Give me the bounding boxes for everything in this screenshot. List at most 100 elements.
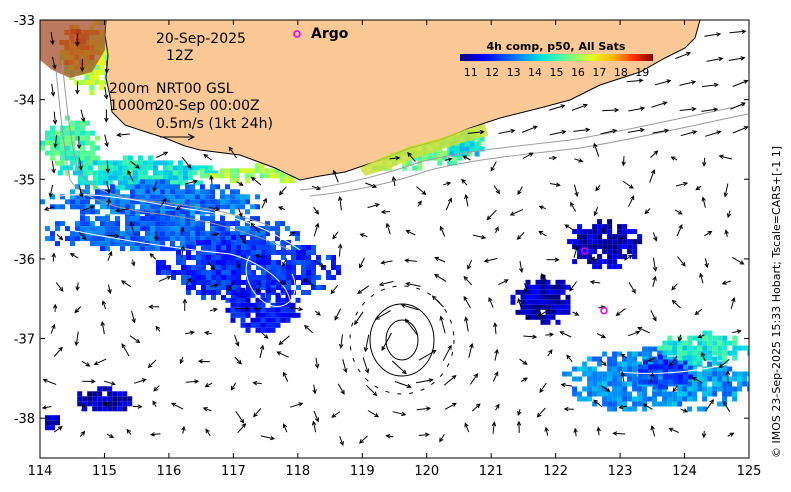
sst-pixel (65, 115, 70, 121)
sst-pixel (50, 150, 55, 156)
sst-pixel (732, 335, 738, 341)
sst-pixel (250, 302, 256, 308)
sst-pixel (165, 199, 170, 205)
sst-pixel (245, 194, 250, 200)
sst-pixel (525, 284, 531, 290)
current-arrow (261, 332, 269, 339)
sst-pixel (295, 312, 301, 318)
sst-pixel (206, 240, 211, 245)
sst-pixel (722, 391, 728, 397)
sst-pixel (115, 194, 120, 200)
sst-pixel (637, 401, 643, 407)
sst-pixel (279, 178, 285, 184)
current-arrow (209, 174, 214, 185)
sst-pixel (306, 260, 311, 265)
sst-pixel (105, 221, 110, 227)
sst-pixel (545, 314, 551, 320)
sst-pixel (165, 194, 170, 200)
sst-pixel (200, 231, 205, 237)
sst-pixel (560, 299, 566, 305)
sst-pixel (55, 130, 60, 136)
sst-pixel (105, 246, 110, 252)
sst-pixel (160, 221, 165, 227)
sst-pixel (80, 125, 85, 131)
current-arrow (48, 184, 54, 198)
sst-pixel (587, 229, 593, 235)
sst-pixel (219, 168, 225, 174)
sst-pixel (206, 245, 211, 250)
current-arrow (600, 128, 618, 135)
sst-pixel (200, 236, 205, 242)
sst-pixel (474, 151, 480, 157)
sst-pixel (622, 239, 628, 245)
current-arrow (593, 142, 600, 157)
sst-pixel (617, 264, 623, 270)
sst-pixel (250, 226, 255, 232)
sst-pixel (250, 236, 255, 242)
sst-pixel (162, 175, 168, 181)
sst-pixel (550, 304, 556, 310)
sst-pixel (296, 250, 301, 255)
sst-pixel (246, 275, 251, 280)
sst-pixel (301, 255, 306, 260)
sst-pixel (195, 231, 200, 237)
sst-pixel (597, 371, 603, 377)
current-arrow (101, 300, 107, 310)
current-arrow (468, 342, 474, 358)
current-arrow (545, 332, 555, 337)
sst-pixel (617, 396, 623, 402)
sst-pixel (155, 241, 160, 247)
sst-pixel (201, 265, 206, 270)
sst-pixel (261, 255, 266, 260)
current-arrow (391, 360, 407, 375)
sst-pixel (525, 314, 531, 320)
sst-pixel (687, 406, 693, 412)
sst-pixel (577, 224, 583, 230)
sst-pixel (270, 302, 276, 308)
current-arrow (106, 433, 115, 438)
sst-pixel (70, 194, 75, 200)
sst-pixel (520, 309, 526, 315)
sst-pixel (120, 246, 125, 252)
current-arrow (50, 323, 56, 334)
sst-pixel (245, 327, 251, 333)
sst-pixel (747, 381, 749, 387)
current-arrow (126, 428, 132, 435)
sst-pixel (692, 386, 698, 392)
current-arrow (234, 356, 242, 365)
sst-pixel (75, 194, 80, 200)
sst-pixel (115, 221, 120, 227)
current-arrow (203, 330, 212, 336)
sst-pixel (226, 265, 231, 270)
sst-pixel (535, 309, 541, 315)
sst-pixel (45, 415, 50, 421)
sst-pixel (592, 224, 598, 230)
sst-pixel (185, 236, 190, 242)
sst-pixel (577, 234, 583, 240)
sst-pixel (120, 199, 125, 205)
sst-pixel (201, 250, 206, 255)
sst-pixel (577, 391, 583, 397)
sst-pixel (246, 240, 251, 245)
sst-pixel (110, 241, 115, 247)
sst-pixel (577, 229, 583, 235)
sst-pixel (210, 184, 215, 190)
sst-pixel (707, 376, 713, 382)
sst-pixel (722, 335, 728, 341)
sst-pixel (145, 226, 150, 232)
sst-pixel (627, 406, 633, 412)
sst-pixel (276, 250, 281, 255)
current-arrow (471, 403, 481, 412)
sst-pixel (125, 221, 130, 227)
sst-pixel (255, 312, 261, 318)
sst-pixel (612, 244, 618, 250)
sst-pixel (281, 250, 286, 255)
sst-pixel (717, 401, 723, 407)
argo-float (580, 247, 589, 255)
sst-pixel (677, 361, 683, 367)
sst-pixel (251, 280, 256, 285)
current-arrow (197, 359, 210, 364)
current-arrow (235, 306, 251, 311)
sst-pixel (627, 244, 633, 250)
sst-pixel (240, 204, 245, 210)
